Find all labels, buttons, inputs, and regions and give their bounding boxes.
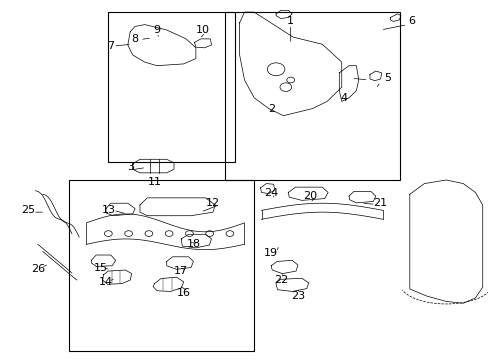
Text: 5: 5 [384, 73, 390, 83]
Text: 12: 12 [205, 198, 220, 208]
Text: 2: 2 [267, 104, 274, 113]
Text: 16: 16 [176, 288, 190, 297]
Text: 19: 19 [264, 248, 278, 258]
Text: 13: 13 [101, 205, 115, 215]
Text: 6: 6 [408, 16, 415, 26]
Text: 20: 20 [303, 191, 317, 201]
Text: 23: 23 [290, 291, 305, 301]
Text: 7: 7 [107, 41, 114, 51]
Bar [224, 12, 399, 180]
Text: 10: 10 [196, 25, 210, 35]
Text: 26: 26 [31, 264, 45, 274]
Text: 15: 15 [94, 262, 108, 273]
Text: 4: 4 [340, 93, 347, 103]
Text: 21: 21 [373, 198, 387, 208]
Text: 17: 17 [174, 266, 188, 276]
Text: 3: 3 [126, 162, 133, 172]
Text: 8: 8 [131, 34, 139, 44]
Text: 14: 14 [99, 277, 113, 287]
Text: 22: 22 [273, 275, 287, 285]
Text: 25: 25 [21, 205, 35, 215]
Text: 11: 11 [147, 177, 161, 187]
Text: 1: 1 [286, 16, 294, 26]
Text: 24: 24 [264, 188, 278, 198]
Bar [108, 12, 234, 162]
Text: 18: 18 [186, 239, 200, 249]
Bar [69, 180, 254, 351]
Text: 9: 9 [153, 25, 160, 35]
